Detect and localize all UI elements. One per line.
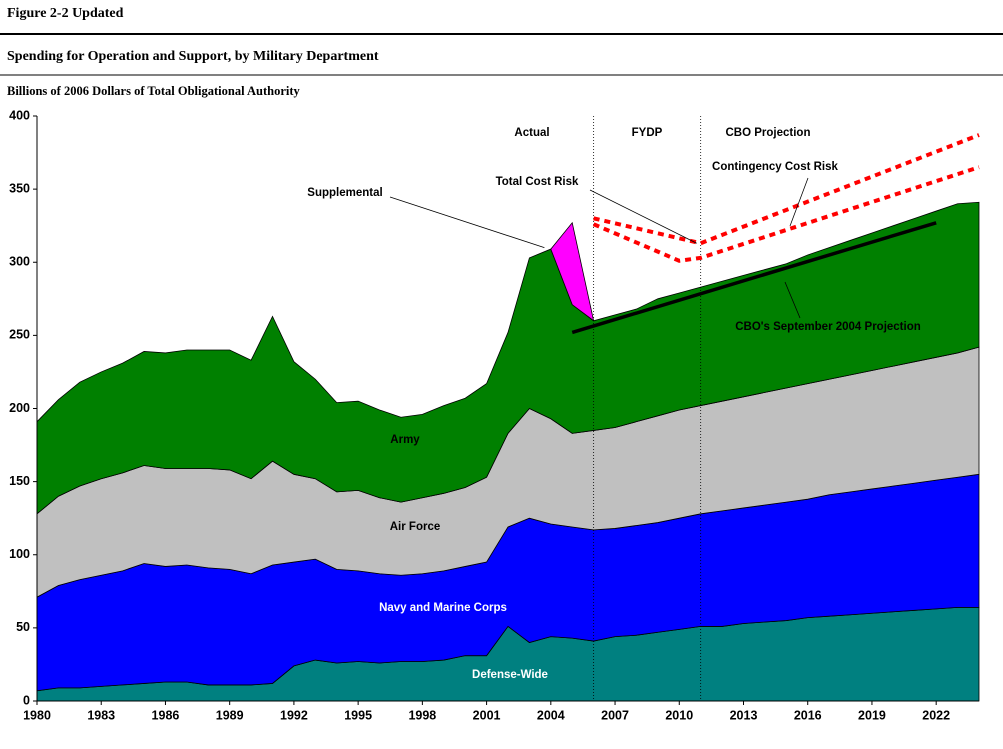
line bbox=[571, 221, 937, 335]
y-tick-label: 400 bbox=[9, 108, 30, 122]
leader bbox=[789, 177, 809, 227]
series-label: Air Force bbox=[390, 521, 441, 533]
y-tick-label: 50 bbox=[16, 620, 30, 634]
y-tick-label: 250 bbox=[9, 328, 30, 342]
x-tick-label: 2013 bbox=[730, 708, 758, 722]
x-tick-label: 1998 bbox=[408, 708, 436, 722]
line bbox=[592, 165, 980, 263]
x-tick-label: 2007 bbox=[601, 708, 629, 722]
line-label: Contingency Cost Risk bbox=[712, 161, 838, 173]
region-label: CBO Projection bbox=[726, 127, 811, 139]
series-label: Army bbox=[390, 434, 420, 446]
y-axis-label: Billions of 2006 Dollars of Total Obliga… bbox=[7, 84, 300, 98]
series-label: Navy and Marine Corps bbox=[379, 602, 507, 614]
x-tick-label: 1995 bbox=[344, 708, 372, 722]
x-tick-label: 2019 bbox=[858, 708, 886, 722]
x-tick-label: 2016 bbox=[794, 708, 822, 722]
line bbox=[593, 133, 980, 246]
leader bbox=[389, 196, 545, 249]
y-tick-label: 300 bbox=[9, 255, 30, 269]
x-tick-label: 1983 bbox=[87, 708, 115, 722]
x-tick-label: 2004 bbox=[537, 708, 565, 722]
line-label: CBO's September 2004 Projection bbox=[735, 321, 921, 333]
chart-title: Spending for Operation and Support, by M… bbox=[7, 49, 379, 64]
x-tick-label: 1980 bbox=[23, 708, 51, 722]
x-tick-label: 2010 bbox=[665, 708, 693, 722]
leader bbox=[589, 189, 697, 244]
x-tick-label: 1986 bbox=[152, 708, 180, 722]
x-tick-label: 2001 bbox=[473, 708, 501, 722]
x-tick-label: 2022 bbox=[922, 708, 950, 722]
y-tick-label: 200 bbox=[9, 401, 30, 415]
y-tick-label: 150 bbox=[9, 474, 30, 488]
x-tick-label: 1989 bbox=[216, 708, 244, 722]
y-tick-label: 0 bbox=[23, 693, 30, 707]
x-tick-label: 1992 bbox=[280, 708, 308, 722]
figure-label: Figure 2-2 Updated bbox=[7, 6, 124, 21]
y-tick-label: 350 bbox=[9, 181, 30, 195]
leader bbox=[784, 281, 801, 319]
series-label: Defense-Wide bbox=[472, 669, 548, 681]
region-label: FYDP bbox=[632, 127, 663, 139]
region-label: Actual bbox=[514, 127, 549, 139]
series-label: Supplemental bbox=[307, 187, 382, 199]
line-label: Total Cost Risk bbox=[496, 176, 579, 188]
y-tick-label: 100 bbox=[9, 547, 30, 561]
